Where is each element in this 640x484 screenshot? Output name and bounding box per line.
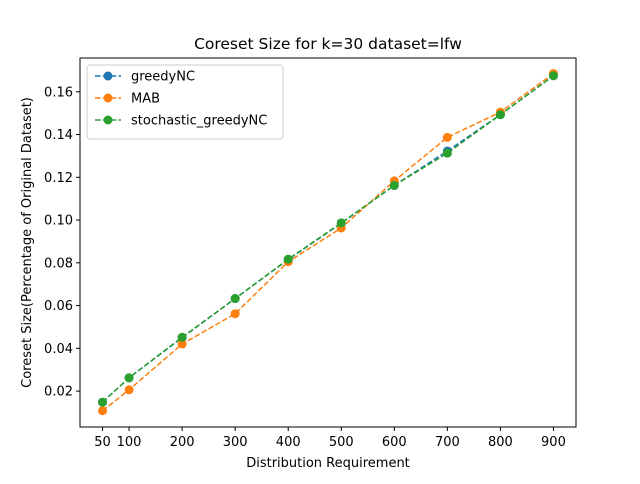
- plot-layer: [98, 69, 558, 416]
- x-tick-label: 700: [435, 435, 460, 450]
- y-tick-label: 0.10: [44, 214, 73, 229]
- y-tick-label: 0.12: [44, 171, 73, 186]
- x-tick-label: 100: [117, 435, 142, 450]
- data-point-mab: [230, 309, 240, 319]
- data-point-mab: [124, 385, 134, 395]
- legend-label-stochastic-greedync: stochastic_greedyNC: [131, 114, 267, 129]
- x-tick-label: 500: [329, 435, 354, 450]
- data-point-mab: [177, 339, 187, 349]
- legend: greedyNC MAB stochastic_greedyNC: [86, 64, 284, 140]
- x-tick-label: 800: [488, 435, 513, 450]
- data-point-stochastic-greedync: [230, 294, 240, 304]
- y-ticks: 0.02 0.04 0.06 0.08 0.10 0.12 0.14 0.16: [44, 85, 80, 400]
- legend-label-mab: MAB: [131, 92, 160, 107]
- data-point-stochastic-greedync: [283, 254, 293, 264]
- series-line-stochastic-greedync: [102, 75, 554, 403]
- data-point-stochastic-greedync: [389, 180, 399, 190]
- legend-marker-mab: [103, 93, 113, 103]
- legend-label-greedync: greedyNC: [131, 70, 195, 85]
- axes-layer: [79, 57, 577, 428]
- x-tick-label: 400: [276, 435, 301, 450]
- series-line-mab: [102, 73, 554, 412]
- legend-marker-greedync: [103, 71, 113, 81]
- series-line-greedync: [102, 75, 554, 403]
- x-axis-label: Distribution Requirement: [246, 456, 410, 471]
- data-point-stochastic-greedync: [336, 218, 346, 228]
- x-tick-label: 300: [223, 435, 248, 450]
- legend-box: [86, 64, 284, 140]
- y-tick-label: 0.16: [44, 85, 73, 100]
- axes-frame: [79, 57, 577, 428]
- x-ticks: 50 100 200 300 400 500 600 700 800 900: [94, 427, 566, 450]
- legend-marker-stochastic-greedync: [103, 115, 113, 125]
- data-point-mab: [442, 132, 452, 142]
- x-tick-label: 200: [170, 435, 195, 450]
- x-tick-label: 50: [94, 435, 111, 450]
- data-point-stochastic-greedync: [495, 110, 505, 120]
- y-axis-label: Coreset Size(Percentage of Original Data…: [20, 97, 35, 388]
- data-point-stochastic-greedync: [442, 148, 452, 158]
- y-tick-label: 0.06: [44, 299, 73, 314]
- x-tick-label: 600: [382, 435, 407, 450]
- x-tick-label: 900: [541, 435, 566, 450]
- chart-title: Coreset Size for k=30 dataset=lfw: [194, 35, 462, 53]
- y-tick-label: 0.08: [44, 256, 73, 271]
- y-tick-label: 0.02: [44, 385, 73, 400]
- data-point-mab: [98, 406, 108, 416]
- data-point-stochastic-greedync: [177, 332, 187, 342]
- y-tick-label: 0.04: [44, 342, 73, 357]
- data-point-stochastic-greedync: [548, 71, 558, 81]
- data-point-stochastic-greedync: [98, 397, 108, 407]
- y-tick-label: 0.14: [44, 128, 73, 143]
- data-point-stochastic-greedync: [124, 373, 134, 383]
